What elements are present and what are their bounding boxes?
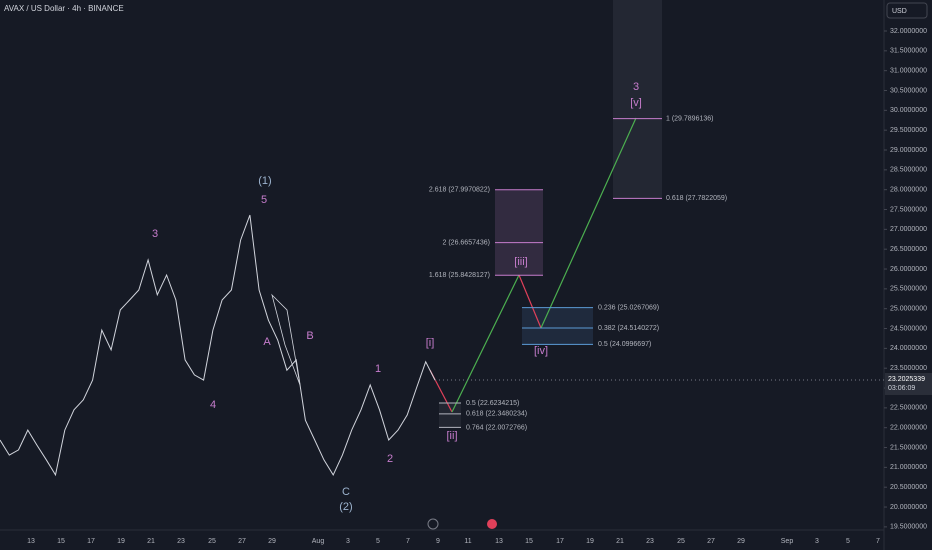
price-label: 28.5000000 xyxy=(890,167,927,174)
time-label: 23 xyxy=(646,538,654,545)
retrace-zone xyxy=(522,308,593,345)
time-label: 3 xyxy=(815,538,819,545)
fib-label: 2 (26.6657436) xyxy=(443,239,490,246)
fib-label: 0.5 (24.0996697) xyxy=(598,341,651,348)
wave-label: 2 xyxy=(387,453,393,465)
time-label: 25 xyxy=(208,538,216,545)
fib-label: 0.382 (24.5140272) xyxy=(598,325,659,332)
extension-zone xyxy=(495,190,543,275)
event-icon[interactable] xyxy=(427,518,439,530)
wave-label: 1 xyxy=(375,363,381,375)
time-label: 27 xyxy=(707,538,715,545)
symbol-title: AVAX / US Dollar · 4h · BINANCE xyxy=(4,4,124,13)
wave-label: A xyxy=(263,336,271,348)
fib-label: 1 (29.7896136) xyxy=(666,116,713,123)
wave-label: [iv] xyxy=(534,345,548,357)
price-label: 19.5000000 xyxy=(890,524,927,531)
price-label: 25.0000000 xyxy=(890,306,927,313)
arrow xyxy=(518,274,542,329)
wave-label: [i] xyxy=(426,337,435,349)
price-label: 22.0000000 xyxy=(890,425,927,432)
time-label: 7 xyxy=(406,538,410,545)
price-label: 29.5000000 xyxy=(890,127,927,134)
time-label: 15 xyxy=(525,538,533,545)
price-label: 23.5000000 xyxy=(890,365,927,372)
price-label: 26.5000000 xyxy=(890,246,927,253)
price-label: 27.5000000 xyxy=(890,206,927,213)
time-label: 21 xyxy=(616,538,624,545)
currency-button[interactable] xyxy=(886,2,928,19)
price-label: 21.0000000 xyxy=(890,464,927,471)
arrow xyxy=(540,117,637,329)
time-label: 13 xyxy=(495,538,503,545)
price-label: 29.0000000 xyxy=(890,147,927,154)
time-label: 19 xyxy=(117,538,125,545)
price-label: 30.5000000 xyxy=(890,87,927,94)
time-label: 17 xyxy=(87,538,95,545)
time-label: Aug xyxy=(312,538,325,545)
wave-label: 3 xyxy=(152,228,158,240)
price-label: 28.0000000 xyxy=(890,187,927,194)
price-label: 24.0000000 xyxy=(890,345,927,352)
price-label: 31.0000000 xyxy=(890,68,927,75)
time-label: 27 xyxy=(238,538,246,545)
price-label: 20.0000000 xyxy=(890,504,927,511)
time-label: 23 xyxy=(177,538,185,545)
wave-label: B xyxy=(306,330,313,342)
time-label: 7 xyxy=(876,538,880,545)
time-label: 25 xyxy=(677,538,685,545)
event-icon[interactable] xyxy=(487,519,497,529)
price-label: 25.5000000 xyxy=(890,286,927,293)
time-label: 5 xyxy=(846,538,850,545)
price-tag-value: 23.2025339 xyxy=(888,376,925,383)
time-label: 15 xyxy=(57,538,65,545)
time-label: 3 xyxy=(346,538,350,545)
fib-label: 0.236 (25.0267069) xyxy=(598,304,659,311)
wave-label: C xyxy=(342,486,350,498)
price-label: 31.5000000 xyxy=(890,48,927,55)
wave-label: [iii] xyxy=(514,256,527,268)
price-label: 27.0000000 xyxy=(890,226,927,233)
price-label: 30.0000000 xyxy=(890,107,927,114)
wave-label: (2) xyxy=(339,501,352,513)
currency[interactable]: USD xyxy=(892,8,907,15)
time-label: 5 xyxy=(376,538,380,545)
fib-label: 0.764 (22.0072766) xyxy=(466,424,527,431)
fib-label: 0.618 (27.7822059) xyxy=(666,195,727,202)
wave-label: [v] xyxy=(630,97,642,109)
fib-label: 0.618 (22.3480234) xyxy=(466,411,527,418)
price-label: 21.5000000 xyxy=(890,444,927,451)
fib-label: 1.618 (25.8428127) xyxy=(429,272,490,279)
wave-label: 3 xyxy=(633,81,639,93)
time-label: 29 xyxy=(268,538,276,545)
price-line xyxy=(0,214,436,477)
arrow xyxy=(451,274,520,413)
time-label: 29 xyxy=(737,538,745,545)
price-label: 24.5000000 xyxy=(890,325,927,332)
wave-label: (1) xyxy=(258,175,271,187)
time-label: 11 xyxy=(464,538,471,545)
time-label: 9 xyxy=(436,538,440,545)
price-label: 26.0000000 xyxy=(890,266,927,273)
price-tag xyxy=(885,372,932,395)
price-label: 32.0000000 xyxy=(890,28,927,35)
fib-label: 0.5 (22.6234215) xyxy=(466,400,519,407)
price-label: 20.5000000 xyxy=(890,484,927,491)
fib-label: 2.618 (27.9970822) xyxy=(429,187,490,194)
time-label: 13 xyxy=(27,538,35,545)
wave-label: [ii] xyxy=(447,430,458,442)
time-label: Sep xyxy=(781,538,794,545)
price-label: 22.5000000 xyxy=(890,405,927,412)
time-label: 21 xyxy=(147,538,155,545)
price-tag-countdown: 03:06:09 xyxy=(888,385,915,392)
time-label: 17 xyxy=(556,538,564,545)
time-label: 19 xyxy=(586,538,594,545)
wave-label: 4 xyxy=(210,399,216,411)
wave-label: 5 xyxy=(261,194,267,206)
retrace-zone-small xyxy=(439,403,461,428)
target-zone xyxy=(613,0,662,198)
